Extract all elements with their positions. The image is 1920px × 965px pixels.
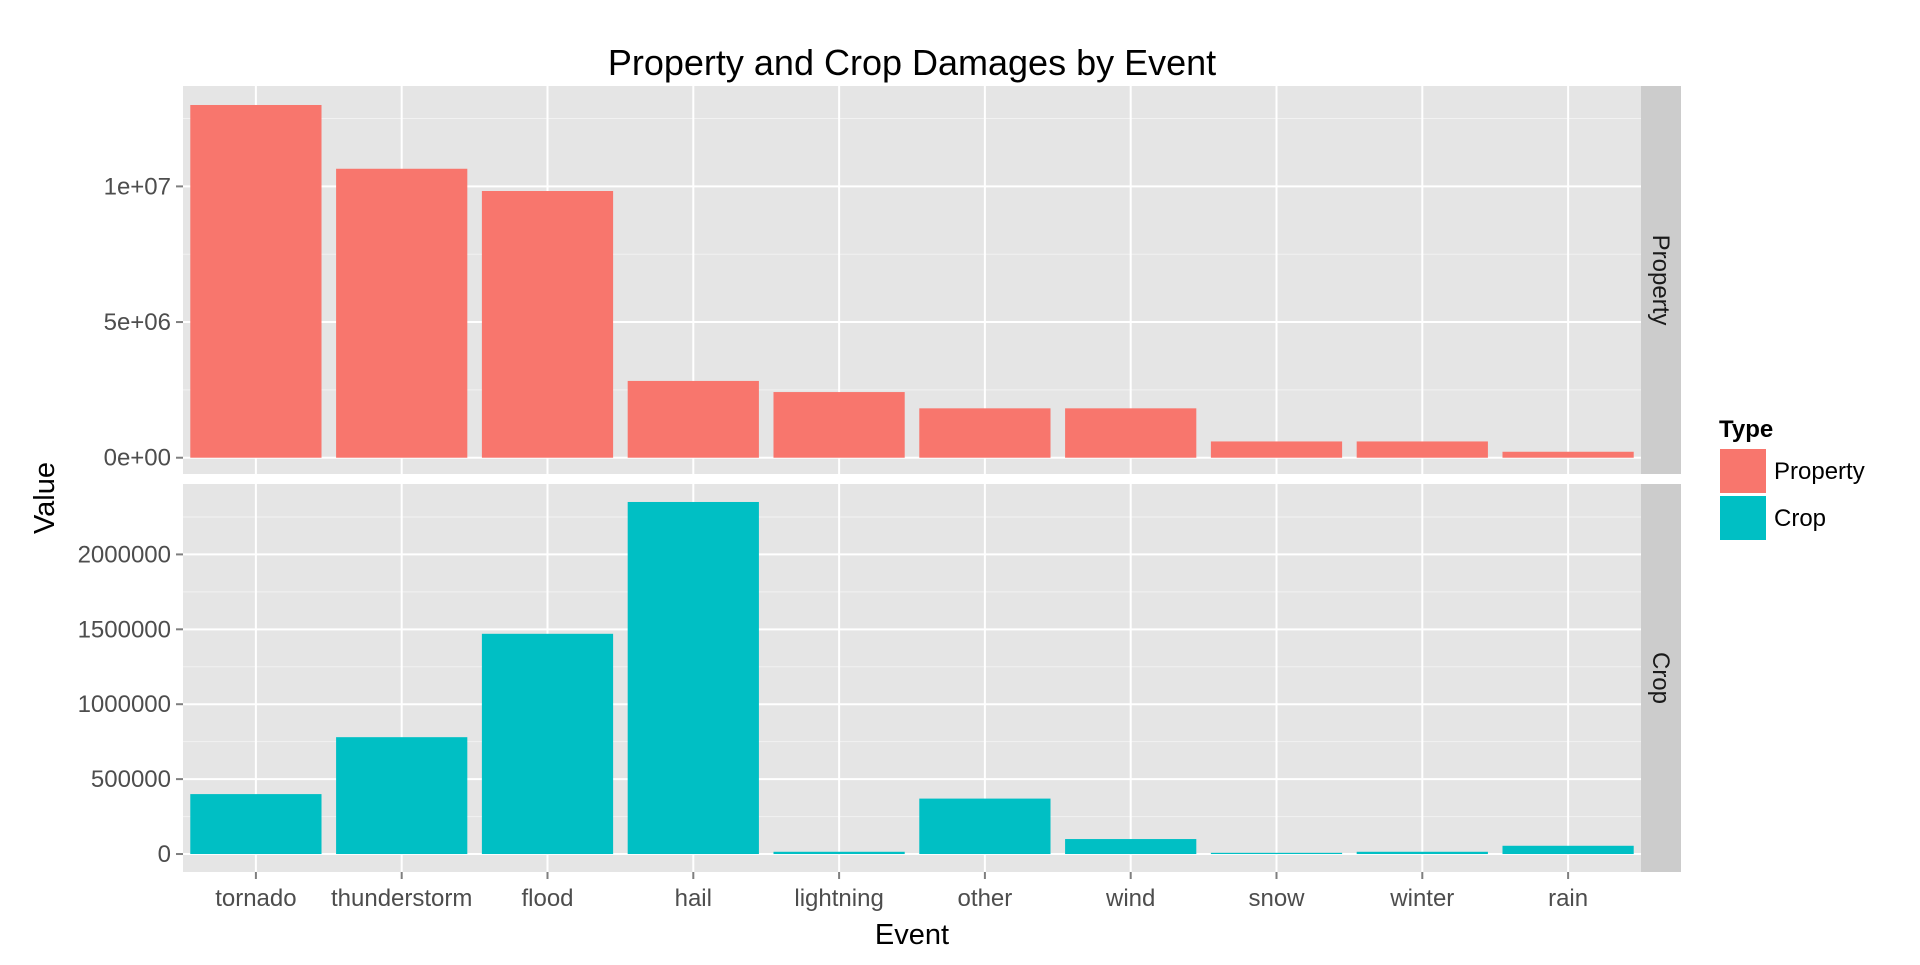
x-tick-label-other: other <box>958 885 1013 912</box>
bar-property-lightning <box>773 392 905 458</box>
facet-panels: 0e+00 5e+06 1e+07 Property 0 500000 1000000 150… <box>78 86 1681 872</box>
bar-property-tornado <box>190 104 322 458</box>
chart-title: Property and Crop Damages by Event <box>608 42 1216 83</box>
facet-strip <box>1641 86 1681 474</box>
bar-property-thunderstorm <box>336 168 468 458</box>
x-tick-label-flood: flood <box>521 885 573 912</box>
y-tick-label: 5e+06 <box>104 309 171 336</box>
facet-panel-property: 0e+00 5e+06 1e+07 Property <box>104 86 1681 474</box>
bar-property-winter <box>1356 441 1488 458</box>
y-tick-label: 500000 <box>91 766 171 793</box>
x-tick-label-tornado: tornado <box>215 885 296 912</box>
x-tick-label-hail: hail <box>675 885 712 912</box>
bar-property-wind <box>1065 408 1197 458</box>
x-tick-label-snow: snow <box>1248 885 1305 912</box>
bar-crop-winter <box>1356 851 1488 855</box>
bar-crop-wind <box>1065 839 1197 855</box>
facet-strip-label-property: Property <box>1647 235 1674 326</box>
x-axis-ticks: tornado thunderstorm flood hail lightning oth… <box>215 872 1588 912</box>
bar-crop-rain <box>1502 845 1634 855</box>
y-tick-label: 1000000 <box>78 691 171 718</box>
x-tick-label-winter: winter <box>1389 885 1454 912</box>
legend-label-crop: Crop <box>1774 505 1826 532</box>
y-tick-label: 2000000 <box>78 541 171 568</box>
bar-crop-tornado <box>190 794 322 855</box>
y-tick-label: 0 <box>158 841 171 868</box>
bar-property-snow <box>1210 441 1343 458</box>
bar-crop-other <box>919 798 1051 855</box>
y-axis-title: Value <box>29 462 61 534</box>
bar-crop-snow <box>1210 852 1343 855</box>
x-tick-label-rain: rain <box>1548 885 1588 912</box>
y-tick-label: 1500000 <box>78 616 171 643</box>
legend-label-property: Property <box>1774 458 1865 485</box>
bar-crop-hail <box>627 501 759 855</box>
legend-key-property <box>1720 449 1766 493</box>
bar-crop-lightning <box>773 851 905 855</box>
bar-property-rain <box>1502 451 1634 458</box>
x-tick-label-wind: wind <box>1105 885 1155 912</box>
facet-panel-crop: 0 500000 1000000 1500000 2000000 Crop <box>78 484 1681 872</box>
x-axis-title: Event <box>875 919 949 951</box>
bar-property-other <box>919 408 1051 458</box>
bar-crop-thunderstorm <box>336 737 468 855</box>
legend-title: Type <box>1719 416 1773 443</box>
bar-crop-flood <box>481 633 614 855</box>
bar-property-flood <box>481 191 614 458</box>
legend-key-crop <box>1720 496 1766 540</box>
x-tick-label-lightning: lightning <box>794 885 883 912</box>
x-tick-label-thunderstorm: thunderstorm <box>331 885 472 912</box>
legend: Type Property Crop <box>1719 416 1865 540</box>
y-tick-label: 0e+00 <box>104 445 171 472</box>
bar-property-hail <box>627 380 759 458</box>
facet-strip <box>1641 484 1681 872</box>
facet-strip-label-crop: Crop <box>1647 652 1674 704</box>
y-tick-label: 1e+07 <box>104 173 171 200</box>
